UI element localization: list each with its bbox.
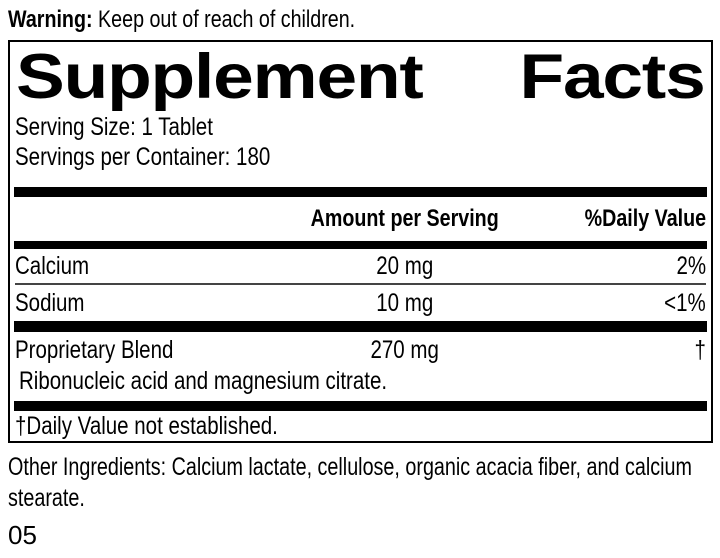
divider-thin — [15, 283, 706, 285]
header-amount: Amount per Serving — [310, 205, 500, 232]
other-ingredients: Other Ingredients: Calcium lactate, cell… — [8, 453, 692, 512]
divider-thick-middle — [14, 321, 707, 332]
divider-header — [14, 241, 707, 249]
table-row-calcium: Calcium 20 mg 2% — [10, 249, 711, 283]
nutrient-amount: 270 mg — [370, 335, 440, 364]
daily-value-footnote: †Daily Value not established. — [15, 412, 278, 440]
servings-per-container: Servings per Container: 180 — [15, 143, 271, 171]
divider-thick-bottom — [14, 401, 707, 411]
table-row-proprietary-blend: Proprietary Blend 270 mg † — [10, 332, 711, 368]
header-daily-value: %Daily Value — [584, 205, 706, 232]
title-word-supplement: Supplement — [16, 42, 424, 112]
nutrient-daily-value: 2% — [676, 251, 706, 280]
table-row-sodium: Sodium 10 mg <1% — [10, 285, 711, 321]
serving-size: Serving Size: 1 Tablet — [15, 113, 213, 141]
product-code: 05 — [8, 520, 37, 550]
nutrient-name: Proprietary Blend — [15, 335, 174, 364]
table-header: Amount per Serving %Daily Value — [10, 197, 711, 241]
divider-thick-top — [14, 187, 707, 197]
nutrient-name: Sodium — [15, 288, 85, 317]
title-word-facts: Facts — [519, 42, 706, 112]
nutrient-daily-value: <1% — [664, 288, 706, 317]
nutrient-name: Calcium — [15, 251, 90, 280]
supplement-facts-panel: Supplement Facts Serving Size: 1 Tablet … — [8, 40, 713, 443]
nutrient-amount: 20 mg — [376, 251, 434, 280]
warning-label: Warning: — [8, 6, 93, 33]
nutrient-daily-value-dagger: † — [694, 335, 706, 364]
blend-description: Ribonucleic acid and magnesium citrate. — [19, 367, 388, 395]
warning-message: Keep out of reach of children. — [98, 6, 356, 33]
warning-text: Warning: Keep out of reach of children. — [8, 4, 431, 36]
panel-title: Supplement Facts — [10, 42, 711, 112]
nutrient-amount: 10 mg — [376, 288, 434, 317]
